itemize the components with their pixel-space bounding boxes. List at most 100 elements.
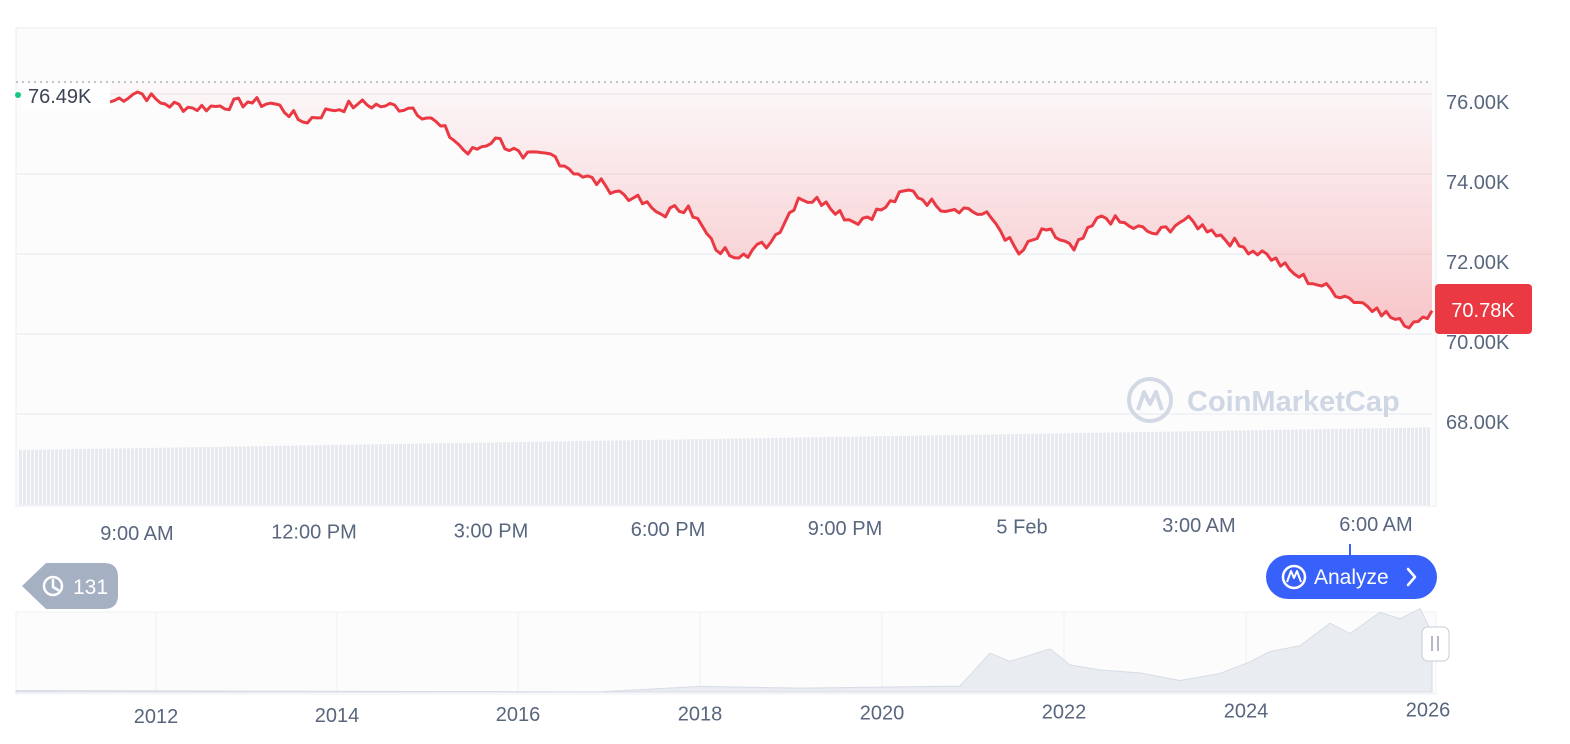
volume-bar [91,448,94,505]
analyze-button-label: Analyze [1314,566,1389,589]
volume-bar [815,437,818,505]
price-line[interactable] [109,90,1434,330]
volume-bar [679,439,682,505]
navigator-tick-label: 2026 [1406,700,1451,722]
volume-bar [763,438,766,505]
volume-bar [711,438,714,505]
volume-bar [1347,428,1350,505]
navigator-handle[interactable] [1421,626,1450,662]
volume-bar [695,439,698,505]
volume-bar [1403,427,1406,505]
volume-bar [1383,428,1386,505]
volume-bar [779,437,782,505]
analyze-button[interactable]: Analyze [1266,555,1437,599]
y-tick-label: 70.00K [1446,332,1510,354]
navigator-tick-label: 2020 [860,702,905,724]
volume-bar [1199,431,1202,505]
volume-bar [743,438,746,505]
volume-bar [1375,428,1378,505]
history-badge[interactable]: 131 [22,563,118,609]
volume-bar [623,440,626,505]
volume-bar [611,440,614,505]
volume-bar [123,448,126,505]
volume-bar [879,436,882,505]
volume-bar [275,445,278,505]
volume-bar [347,444,350,505]
volume-bar [855,436,858,505]
volume-bar [911,435,914,505]
volume-bar [243,446,246,505]
volume-bar [1079,433,1082,505]
volume-bar [715,438,718,505]
volume-bar [1027,433,1030,505]
volume-bar [555,441,558,505]
analyze-button-bg[interactable] [1266,555,1437,599]
volume-bar [271,445,274,505]
volume-bar [71,449,74,505]
volume-bar [423,443,426,505]
volume-bar [1291,429,1294,505]
volume-bar [535,441,538,505]
volume-bar [915,435,918,505]
volume-bar [1135,432,1138,505]
volume-bar [607,440,610,505]
volume-bar [1015,434,1018,505]
volume-bar [1235,430,1238,505]
volume-bar [751,438,754,505]
volume-bar [1271,429,1274,505]
volume-bar [363,444,366,505]
volume-bar [1407,427,1410,505]
volume-bar [1323,429,1326,505]
volume-bar [1123,432,1126,505]
volume-bar [1283,429,1286,505]
volume-bar [1043,433,1046,505]
volume-bar [1259,430,1262,505]
current-price-badge: 70.78K [1435,284,1532,334]
volume-bar [659,439,662,505]
volume-bar [587,440,590,505]
volume-bar [999,434,1002,505]
x-tick-label: 6:00 PM [631,519,705,541]
volume-bar [147,447,150,505]
y-axis: 76.00K 74.00K 72.00K 70.00K 68.00K [1446,92,1510,434]
watermark-text: CoinMarketCap [1187,386,1400,418]
volume-bar [987,434,990,505]
volume-bar [483,442,486,505]
navigator-tick-label: 2016 [496,704,541,726]
volume-bar [1343,428,1346,505]
volume-bar [871,436,874,505]
volume-bar [947,435,950,505]
start-price-label: 76.49K [28,86,92,108]
volume-bar [1099,432,1102,505]
volume-bar [383,444,386,505]
volume-bar [1387,428,1390,505]
volume-bar [171,447,174,505]
volume-bar [807,437,810,505]
volume-bar [643,440,646,505]
navigator-handle-box[interactable] [1421,626,1450,662]
history-badge-bg[interactable] [22,563,118,609]
volume-bar [1035,433,1038,505]
volume-bar [703,439,706,505]
volume-bar [1191,431,1194,505]
overview-navigator[interactable]: 2012 2014 2016 2018 2020 2022 2024 2026 [15,607,1451,729]
volume-bar [1223,430,1226,505]
volume-bar [163,447,166,505]
x-tick-label: 9:00 PM [808,518,882,540]
volume-bar [1011,434,1014,505]
volume-bar [159,447,162,505]
volume-bar [1115,432,1118,505]
volume-bar [395,443,398,505]
volume-bar [207,446,210,505]
volume-bar [1103,432,1106,505]
volume-bar [1243,430,1246,505]
y-tick-label: 68.00K [1446,412,1510,434]
volume-bar [971,434,974,505]
volume-bar [951,435,954,505]
volume-bar [687,439,690,505]
volume-bar [83,448,86,505]
navigator-tick-label: 2022 [1042,702,1087,724]
volume-bar [663,439,666,505]
volume-bar [727,438,730,505]
